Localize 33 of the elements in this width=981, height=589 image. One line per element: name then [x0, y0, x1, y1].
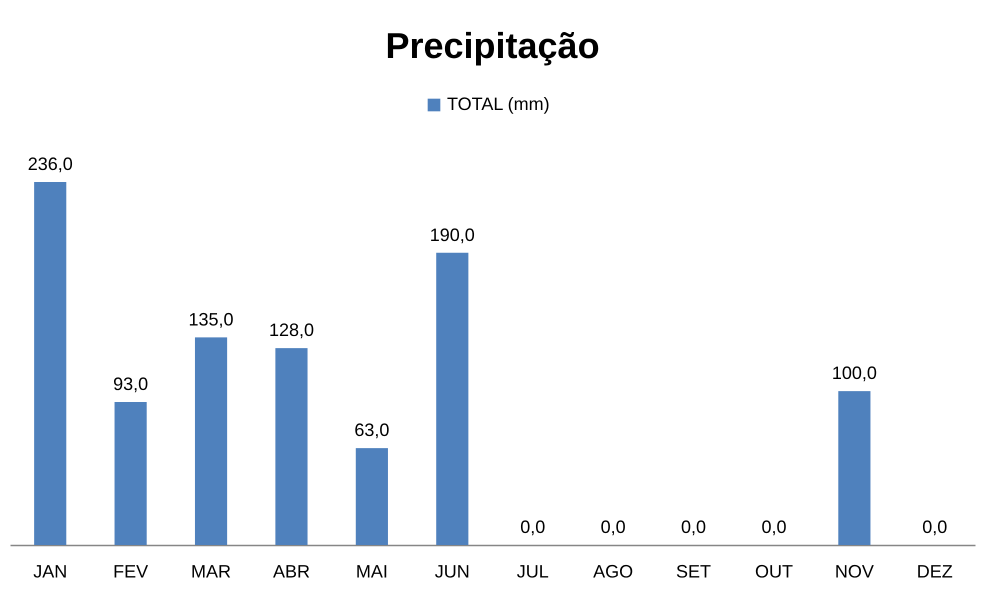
data-label: 128,0	[268, 320, 314, 340]
bar	[34, 182, 66, 545]
data-label: 0,0	[761, 517, 786, 537]
bar	[114, 402, 147, 545]
x-tick-label: OUT	[754, 562, 793, 582]
data-label: 135,0	[188, 309, 234, 330]
x-tick-label: MAI	[356, 562, 388, 582]
bar	[838, 391, 870, 545]
data-label: 100,0	[832, 363, 877, 384]
x-tick-label: JUL	[516, 562, 549, 582]
data-label: 63,0	[354, 420, 390, 440]
data-label: 0,0	[600, 517, 626, 537]
data-label: 236,0	[28, 154, 73, 174]
data-label: 0,0	[681, 517, 706, 537]
data-label: 190,0	[430, 224, 475, 245]
x-tick-label: FEV	[113, 562, 148, 582]
x-tick-label: JUN	[434, 562, 470, 582]
data-label: 0,0	[520, 517, 546, 537]
x-tick-label: AGO	[593, 562, 634, 582]
x-tick-label: SET	[676, 562, 712, 582]
x-tick-label: MAR	[191, 562, 232, 582]
x-tick-label: NOV	[834, 562, 874, 582]
bar	[436, 252, 468, 545]
x-tick-label: JAN	[33, 562, 68, 582]
data-label: 93,0	[113, 374, 148, 394]
x-tick-label: ABR	[272, 562, 310, 582]
x-tick-label: DEZ	[916, 562, 953, 582]
bar	[194, 337, 228, 545]
data-label: 0,0	[922, 517, 948, 537]
bar	[275, 348, 308, 545]
legend-label: TOTAL (mm)	[447, 94, 550, 114]
chart-title: Precipitação	[385, 25, 600, 66]
bar	[356, 448, 388, 545]
